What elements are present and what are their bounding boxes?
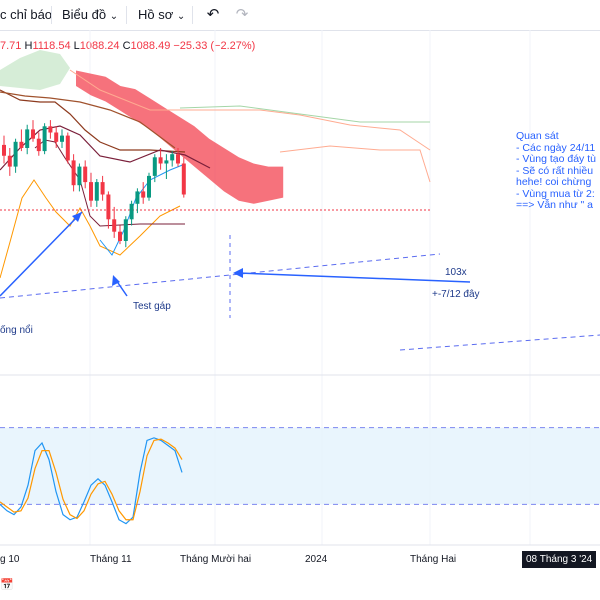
top-toolbar: c chỉ báo Biểu đồ ⌄ Hồ sơ ⌄ ↶ ↷ <box>0 0 600 31</box>
candle-body <box>106 194 111 220</box>
support-dashed-line <box>0 253 441 299</box>
crosshair-date-badge: 08 Tháng 3 '24 <box>522 551 597 568</box>
toolbar-divider <box>126 6 127 24</box>
candle-body <box>94 182 99 201</box>
stoch-band <box>0 427 600 505</box>
stochastic-panel <box>0 427 600 525</box>
candle-body <box>89 182 93 201</box>
candle-body <box>65 135 70 161</box>
note-line: hehe! coi chừng <box>516 176 592 188</box>
candle-body <box>71 160 76 186</box>
chart-type-label: Biểu đồ <box>62 7 107 22</box>
calendar-range-icon[interactable]: 📅 <box>0 579 14 591</box>
profile-button[interactable]: Hồ sơ ⌄ <box>138 7 185 22</box>
song-noi-label: ống nổi <box>0 325 33 336</box>
note-line: - Vùng mua từ 2: <box>516 187 595 200</box>
drawings <box>0 211 600 351</box>
candle-body <box>54 132 59 142</box>
candle-body <box>2 144 6 156</box>
note-line: - Sẽ có rất nhiều <box>516 164 594 177</box>
candles <box>2 120 186 248</box>
candle-body <box>7 155 12 167</box>
trend-arrow <box>0 211 83 297</box>
time-axis-label: Tháng Hai <box>410 554 456 565</box>
lower-dashed-line <box>399 334 600 351</box>
pointer-arrow <box>237 272 471 283</box>
undo-icon[interactable]: ↶ <box>206 6 220 23</box>
stoch-d-line <box>0 438 183 521</box>
candle-body <box>25 129 30 148</box>
senkou-span-b <box>179 105 430 123</box>
candle-body <box>118 231 122 241</box>
toolbar-divider <box>51 6 52 24</box>
profile-label: Hồ sơ <box>138 7 174 22</box>
note-line: Quan sát <box>516 130 559 142</box>
candle-body <box>83 166 88 183</box>
candle-body <box>60 135 64 142</box>
test-gap-label: Test gáp <box>133 301 171 312</box>
candle-body <box>135 191 140 204</box>
base-line <box>0 89 186 153</box>
candle-body <box>152 157 157 176</box>
candle-body <box>19 141 24 148</box>
redo-icon[interactable]: ↷ <box>235 6 249 23</box>
close-key: C <box>122 40 131 52</box>
time-axis: g 10 Tháng 11 Tháng Mười hai 2024 Tháng Hai <box>0 554 456 565</box>
time-axis-label: Tháng Mười hai <box>180 554 251 565</box>
observation-note: Quan sát - Các ngày 24/11- Vùng tạo đáy t… <box>516 130 596 212</box>
span-trail <box>279 145 431 183</box>
cloud-up <box>0 50 70 90</box>
candle-body <box>48 126 53 133</box>
candle-body <box>176 154 180 164</box>
candle-body <box>77 166 82 186</box>
conversion-line <box>0 91 176 149</box>
chevron-down-icon: ⌄ <box>109 11 119 22</box>
low-key: L <box>73 40 80 52</box>
note-line: - Vùng tạo đáy tù <box>516 153 596 165</box>
note-line: - Các ngày 24/11 <box>516 141 596 154</box>
senkou-span <box>69 69 431 151</box>
chevron-down-icon: ⌄ <box>176 11 186 22</box>
time-axis-label: 2024 <box>305 554 328 565</box>
time-axis-label: Tháng 11 <box>90 554 132 565</box>
high-value: 1118.54 <box>32 40 71 52</box>
candle-body <box>100 182 105 195</box>
stoch-k-line <box>0 437 183 525</box>
price-chart[interactable]: g 10 Tháng 11 Tháng Mười hai 2024 Tháng Hai <box>0 30 600 575</box>
chart-type-button[interactable]: Biểu đồ ⌄ <box>62 7 118 22</box>
indicators-button[interactable]: c chỉ báo <box>0 7 53 22</box>
candle-body <box>31 129 35 139</box>
candle-body <box>112 219 117 232</box>
candle-body <box>164 160 169 164</box>
arrow-head <box>112 275 120 286</box>
label-7-12: +-7/12 đây <box>432 289 480 300</box>
cloud-down <box>76 70 284 204</box>
candle-body <box>13 141 18 167</box>
candle-body <box>42 126 47 152</box>
close-value: 1088.49 <box>130 40 171 52</box>
open-value: 7.71 <box>0 40 22 52</box>
high-key: H <box>24 40 33 52</box>
candle-body <box>129 203 134 220</box>
change-value: −25.33 (−2.27%) <box>173 40 256 52</box>
time-axis-label: g 10 <box>0 554 20 565</box>
candle-body <box>123 219 128 241</box>
note-line: ==> Vẫn như " a <box>516 199 594 211</box>
candle-body <box>141 191 146 198</box>
candle-body <box>181 163 186 195</box>
toolbar-divider <box>192 6 193 24</box>
candle-body <box>158 157 163 164</box>
candle-body <box>170 154 175 161</box>
arrow-head <box>72 212 82 222</box>
arrow-head <box>233 268 243 278</box>
candle-body <box>36 138 41 152</box>
candle-body <box>147 175 151 198</box>
label-103x: 103x <box>445 267 467 278</box>
ichimoku-cloud <box>0 50 284 204</box>
